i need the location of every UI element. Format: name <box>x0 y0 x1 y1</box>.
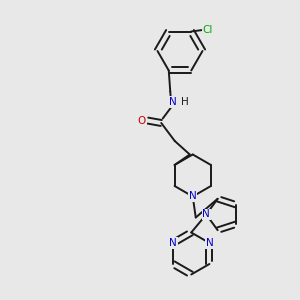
Text: N: N <box>169 238 177 248</box>
Text: N: N <box>189 191 196 202</box>
Text: N: N <box>202 209 210 220</box>
Text: Cl: Cl <box>202 25 213 35</box>
Text: N: N <box>206 238 213 248</box>
Text: O: O <box>138 116 146 126</box>
Text: H: H <box>181 97 188 107</box>
Text: N: N <box>169 97 177 107</box>
